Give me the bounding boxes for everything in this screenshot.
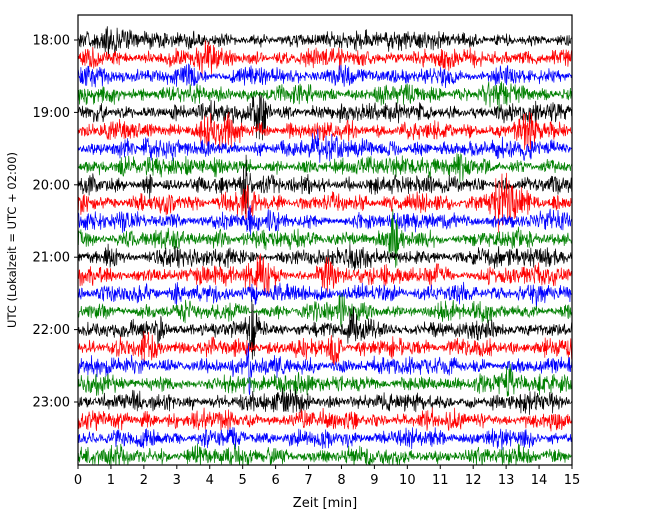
waveform-trace-1815	[78, 40, 572, 78]
axes-frame	[77, 14, 573, 466]
waveform-trace-2130	[78, 281, 572, 307]
waveform-trace-2300	[78, 387, 572, 415]
x-tick-label: 6	[271, 473, 279, 488]
y-tick-label: 18:00	[33, 34, 70, 49]
x-tick-label: 8	[337, 473, 345, 488]
x-tick-label: 2	[140, 473, 148, 488]
waveform-trace-2000	[78, 154, 572, 214]
waveform-trace-2030	[78, 205, 572, 237]
waveform-trace-2315	[78, 407, 572, 432]
waveform-trace-2345	[78, 443, 572, 465]
y-axis-ticks: 18:00 19:00 20:00 21:00 22:00 23:00	[33, 34, 78, 411]
waveform-trace-1930	[78, 128, 572, 163]
x-tick-label: 15	[564, 473, 581, 488]
y-tick-label: 22:00	[33, 323, 70, 338]
waveform-trace-2145	[78, 293, 572, 328]
y-tick-label: 20:00	[33, 178, 70, 193]
waveform-trace-2330	[78, 427, 572, 451]
x-tick-label: 9	[370, 473, 378, 488]
waveform-trace-2200	[78, 299, 572, 360]
y-tick-label: 19:00	[33, 106, 70, 121]
x-tick-label: 13	[498, 473, 515, 488]
waveform-trace-2015	[78, 172, 572, 233]
x-tick-label: 4	[206, 473, 214, 488]
x-tick-label: 14	[531, 473, 548, 488]
waveform-trace-1915	[78, 111, 572, 151]
waveform-trace-1845	[78, 81, 572, 111]
waveform-trace-1830	[78, 63, 572, 89]
x-tick-label: 1	[107, 473, 115, 488]
x-tick-label: 0	[74, 473, 82, 488]
y-tick-label: 21:00	[33, 251, 70, 266]
waveform-trace-1800	[78, 26, 572, 60]
waveform-trace-1945	[78, 152, 572, 183]
waveform-trace-2045	[78, 209, 572, 268]
x-axis-label: Zeit [min]	[293, 496, 357, 511]
waveform-trace-2230	[78, 342, 572, 395]
x-tick-label: 5	[239, 473, 247, 488]
y-axis-label: UTC (Lokalzeit = UTC + 02:00)	[5, 152, 19, 328]
waveform-trace-1900	[78, 93, 572, 141]
x-tick-label: 7	[304, 473, 312, 488]
trace-area	[78, 26, 572, 465]
waveform-trace-2215	[78, 331, 572, 365]
y-tick-label: 23:00	[33, 396, 70, 411]
waveform-trace-2115	[78, 253, 572, 297]
x-tick-label: 10	[399, 473, 416, 488]
x-tick-label: 12	[465, 473, 482, 488]
x-axis-ticks: 0 1 2 3 4 5 6 7 8 9 10 11 12 13 14 15	[74, 465, 580, 488]
x-tick-label: 3	[173, 473, 181, 488]
waveform-trace-2100	[78, 243, 572, 271]
waveform-trace-2245	[78, 363, 572, 397]
x-tick-label: 11	[432, 473, 449, 488]
